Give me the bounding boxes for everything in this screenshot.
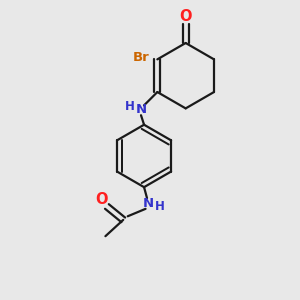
Text: O: O	[179, 9, 192, 24]
Text: N: N	[143, 197, 154, 210]
Text: H: H	[125, 100, 135, 113]
Text: Br: Br	[133, 51, 149, 64]
Text: N: N	[135, 103, 147, 116]
Text: H: H	[155, 200, 165, 213]
Text: O: O	[95, 192, 108, 207]
